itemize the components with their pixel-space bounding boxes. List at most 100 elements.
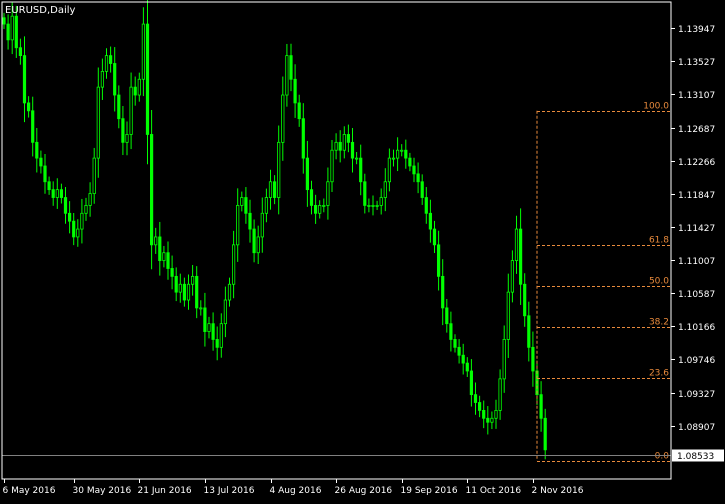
candle — [207, 316, 211, 339]
candle — [76, 219, 80, 247]
candle-body — [141, 23, 145, 80]
candle — [199, 300, 203, 316]
candle — [391, 149, 396, 167]
candle — [190, 264, 195, 296]
y-tick-label: 1.08907 — [678, 423, 715, 433]
candle — [109, 46, 113, 73]
candle-body — [391, 157, 396, 160]
candle-body — [412, 165, 416, 175]
candle-body — [469, 370, 474, 396]
candle — [125, 121, 129, 156]
candle — [514, 215, 519, 274]
candle-body — [51, 189, 55, 198]
candle — [117, 85, 121, 129]
candle-body — [531, 346, 535, 372]
candle-body — [145, 23, 150, 135]
candle-body — [289, 55, 293, 80]
candle — [129, 72, 133, 150]
candle-body — [506, 291, 510, 340]
candle-body — [88, 193, 92, 206]
candle-body — [457, 346, 461, 356]
candle — [158, 221, 162, 276]
candle — [47, 176, 51, 195]
candle-body — [539, 394, 543, 419]
candle — [408, 152, 412, 172]
candle — [297, 94, 301, 127]
candle-body — [170, 268, 174, 277]
candle — [137, 72, 141, 102]
candle-body — [510, 260, 515, 293]
candle — [461, 343, 465, 375]
candle — [240, 191, 244, 212]
candle — [305, 140, 310, 207]
candle-body — [125, 134, 129, 143]
candle — [457, 339, 461, 364]
candle-body — [252, 228, 256, 254]
candle-body — [309, 189, 314, 206]
candle — [477, 395, 482, 418]
candle-body — [154, 236, 158, 246]
candle — [215, 326, 219, 361]
candle — [154, 227, 158, 254]
candle-body — [264, 197, 269, 214]
candle-body — [272, 181, 277, 198]
candle — [63, 187, 68, 224]
candle-body — [68, 212, 72, 222]
candle-body — [162, 252, 166, 262]
candle — [494, 399, 498, 429]
candle — [22, 36, 27, 123]
candle — [539, 381, 543, 432]
candle-body — [318, 205, 322, 214]
candle-body — [195, 275, 199, 309]
candle-body — [43, 165, 47, 183]
candle — [256, 225, 260, 264]
candle-body — [326, 181, 330, 206]
candle-body — [486, 417, 490, 423]
y-tick-label: 1.11007 — [678, 257, 715, 267]
candle — [432, 220, 437, 254]
candle-body — [129, 86, 133, 135]
candle-body — [502, 339, 506, 380]
candle-body — [63, 197, 68, 214]
candle — [182, 277, 186, 307]
candle-body — [231, 244, 236, 285]
candle — [272, 175, 277, 205]
candle — [519, 208, 523, 305]
candle — [186, 274, 191, 310]
candle-body — [2, 17, 6, 25]
candle-body — [10, 15, 14, 41]
candle — [96, 67, 100, 178]
x-tick-label: 19 Sep 2016 — [401, 486, 458, 496]
candle-body — [543, 417, 547, 451]
candle — [301, 103, 305, 174]
candle-body — [84, 205, 88, 214]
candle — [445, 298, 449, 333]
candle — [473, 382, 478, 415]
candle-body — [26, 102, 31, 112]
candle — [248, 199, 252, 243]
candle-body — [395, 149, 400, 159]
candle — [506, 273, 510, 358]
candle-body — [223, 299, 227, 325]
candle-body — [219, 323, 223, 348]
candle — [2, 12, 6, 29]
candle — [281, 76, 285, 161]
candle — [395, 137, 400, 172]
candle — [133, 76, 137, 106]
candle — [350, 127, 355, 173]
candle-body — [186, 283, 191, 301]
candle — [80, 198, 84, 244]
time-axis[interactable]: 6 May 2016 30 May 2016 21 Jun 2016 13 Jul 2… — [3, 479, 584, 496]
candle-body — [182, 283, 186, 301]
candle-body — [514, 228, 519, 262]
candle — [359, 144, 363, 196]
candle — [387, 148, 392, 192]
price-axis[interactable]: 1.13947 1.13527 1.13107 1.12687 1.12266 1.118… — [671, 25, 715, 433]
fibonacci-retracement[interactable]: 100.0 61.8 50.0 38.2 23.6 0.0 — [536, 102, 671, 462]
candle — [166, 241, 170, 280]
candle — [223, 286, 227, 338]
fibo-level-label: 23.6 — [649, 369, 669, 379]
candle — [264, 188, 269, 223]
